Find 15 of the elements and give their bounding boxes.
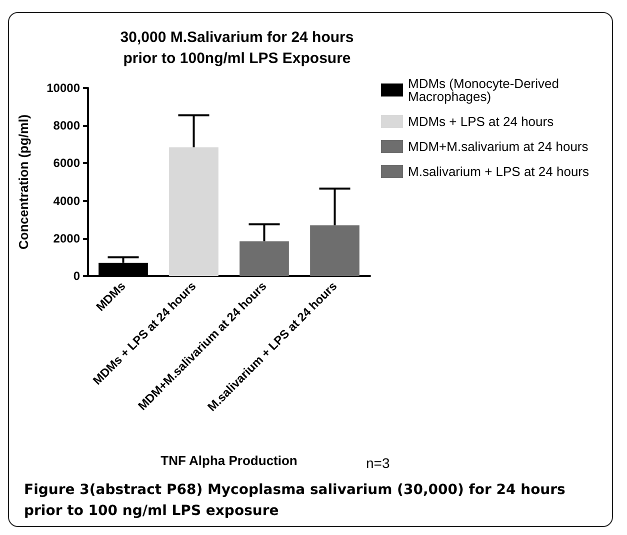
y-tick-label: 4000: [53, 194, 80, 208]
legend-label: MDM+M.salivarium at 24 hours: [408, 139, 589, 154]
caption: Figure 3(abstract P68) Mycoplasma salivarium (30,000) for 24 hours prior to 100 ng/ml LPS exposure: [24, 481, 566, 521]
legend-label: M.salivarium + LPS at 24 hours: [408, 164, 590, 179]
y-axis-title: Concentration (pg/ml): [16, 114, 31, 250]
legend-label: MDMs + LPS at 24 hours: [408, 114, 554, 129]
y-tick-label: 2000: [53, 231, 80, 246]
text: n=3: [366, 455, 390, 471]
legend-label: MDMs (Monocyte-Derived Macrophages): [408, 76, 563, 104]
y-tick-label: 10000: [46, 81, 80, 95]
x-axis-title: TNF Alpha Production: [160, 453, 298, 468]
y-tick-label: 8000: [53, 118, 80, 133]
y-tick-label: 6000: [53, 156, 80, 170]
y-tick-label: 0: [73, 269, 80, 283]
chart-title: 30,000 M.Salivarium for 24 hours prior to 100ng/ml LPS Exposure: [120, 29, 354, 67]
